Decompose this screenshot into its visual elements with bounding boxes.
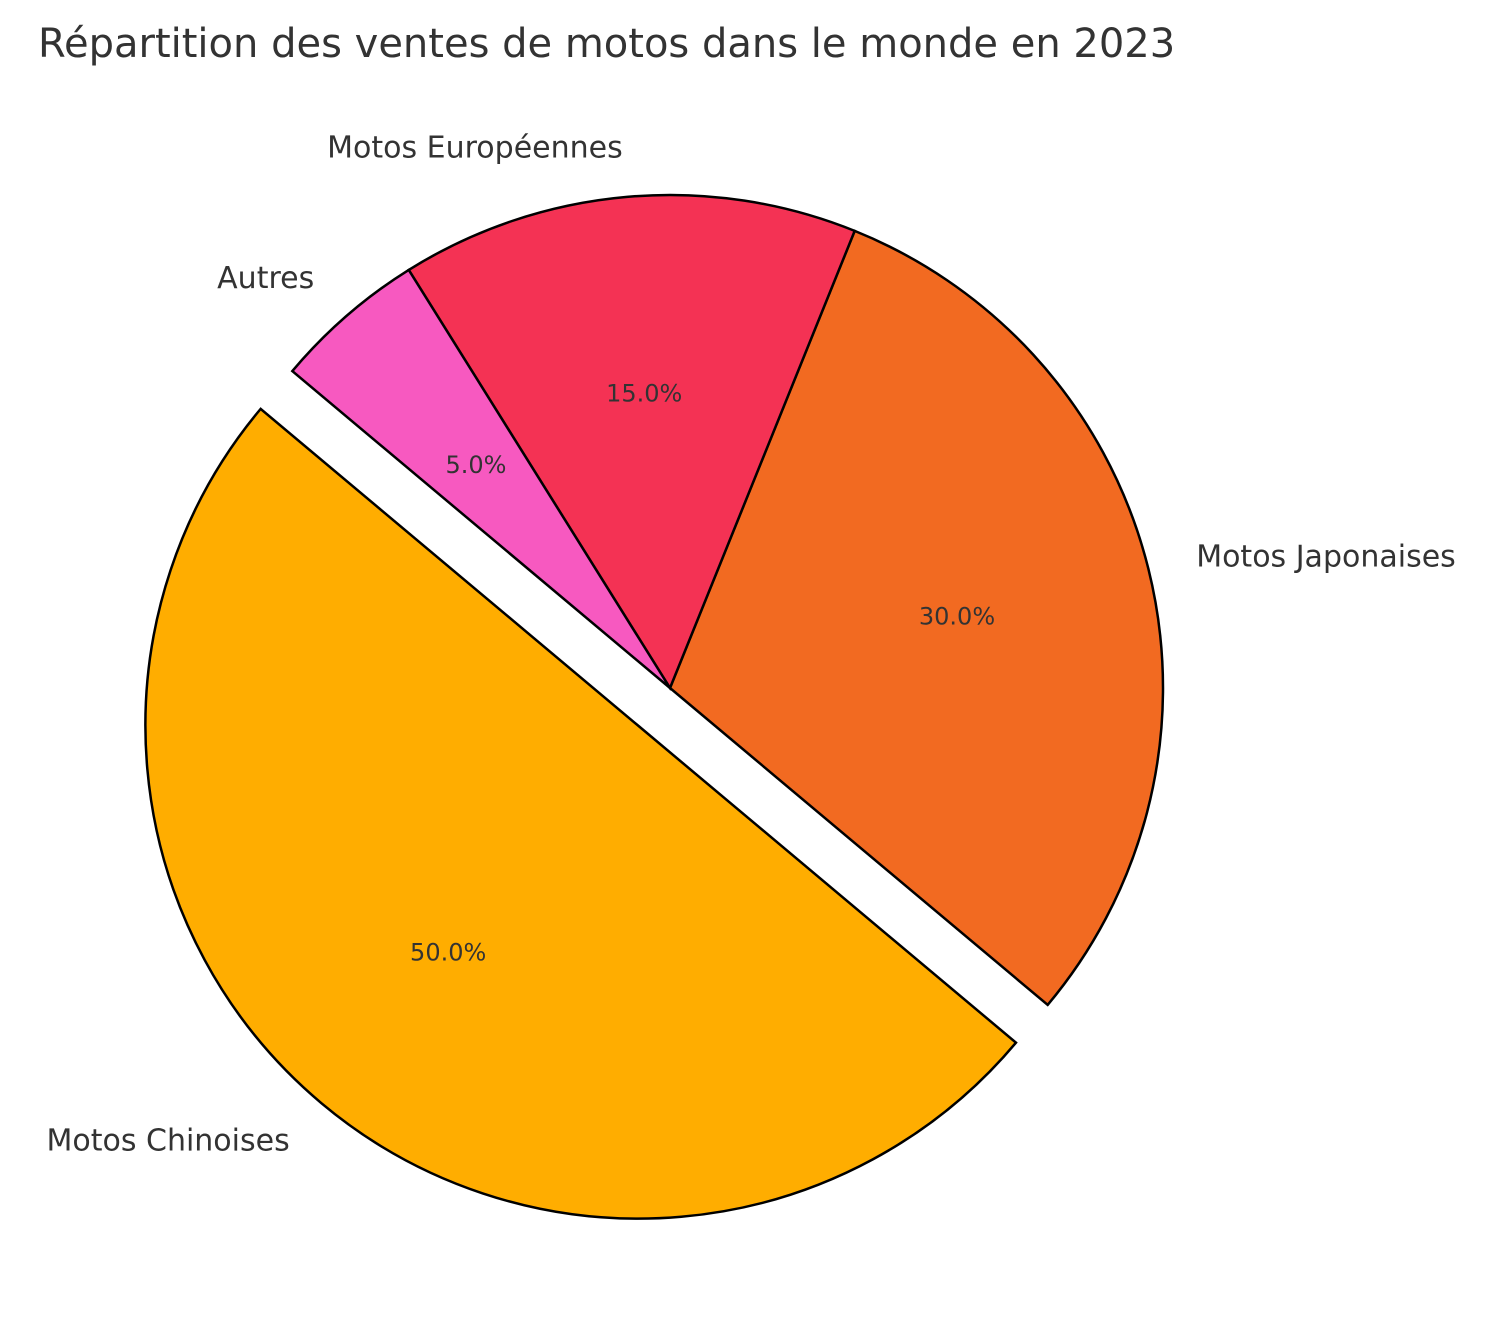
pie-slices [144, 193, 1165, 1220]
pie-slice-motos-chinoises [144, 407, 1018, 1220]
slice-label-motos-japonaises: Motos Japonaises [1196, 539, 1456, 574]
pie-slice-autres [290, 268, 672, 689]
pie-slice-motos-europeennes [407, 193, 857, 691]
pie-labels: Motos Chinoises 50.0% Motos Japonaises 30.0… [46, 130, 1455, 1158]
slice-label-motos-europeennes: Motos Européennes [327, 130, 623, 165]
percent-label-motos-europeennes: 15.0% [606, 379, 682, 407]
percent-label-motos-chinoises: 50.0% [410, 938, 486, 966]
slice-label-motos-chinoises: Motos Chinoises [46, 1124, 289, 1159]
chart-title: Répartition des ventes de motos dans le … [38, 21, 1175, 67]
percent-label-motos-japonaises: 30.0% [919, 602, 995, 630]
slice-label-autres: Autres [217, 261, 314, 296]
pie-slice-motos-japonaises [668, 229, 1165, 1007]
percent-label-autres: 5.0% [445, 451, 506, 479]
